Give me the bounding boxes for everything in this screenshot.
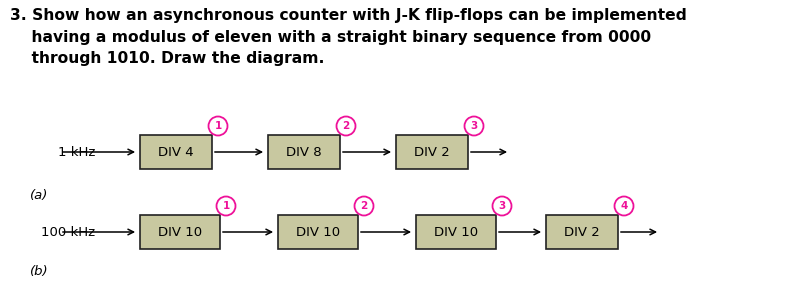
Circle shape bbox=[336, 116, 356, 135]
Circle shape bbox=[464, 116, 484, 135]
Circle shape bbox=[354, 197, 374, 215]
Bar bbox=[416, 215, 496, 249]
Text: 4: 4 bbox=[621, 201, 628, 211]
Text: 100 kHz: 100 kHz bbox=[41, 226, 95, 239]
Bar bbox=[268, 135, 340, 169]
Text: DIV 10: DIV 10 bbox=[434, 226, 478, 239]
Circle shape bbox=[614, 197, 634, 215]
Text: DIV 10: DIV 10 bbox=[158, 226, 202, 239]
Text: 2: 2 bbox=[342, 121, 349, 131]
Text: (a): (a) bbox=[30, 188, 48, 202]
Text: 2: 2 bbox=[361, 201, 368, 211]
Text: 1 kHz: 1 kHz bbox=[58, 146, 95, 158]
Text: 3: 3 bbox=[470, 121, 477, 131]
Circle shape bbox=[208, 116, 228, 135]
Circle shape bbox=[493, 197, 511, 215]
Text: 1: 1 bbox=[214, 121, 221, 131]
Text: DIV 10: DIV 10 bbox=[296, 226, 340, 239]
Bar bbox=[396, 135, 468, 169]
Bar bbox=[278, 215, 358, 249]
Text: 1: 1 bbox=[222, 201, 229, 211]
Text: 3. Show how an asynchronous counter with J-K flip-flops can be implemented
    h: 3. Show how an asynchronous counter with… bbox=[10, 8, 687, 66]
Bar bbox=[140, 135, 212, 169]
Text: 3: 3 bbox=[498, 201, 506, 211]
Text: DIV 4: DIV 4 bbox=[159, 146, 194, 158]
Bar bbox=[140, 215, 220, 249]
Text: DIV 8: DIV 8 bbox=[287, 146, 322, 158]
Circle shape bbox=[217, 197, 236, 215]
Text: DIV 2: DIV 2 bbox=[414, 146, 450, 158]
Text: DIV 2: DIV 2 bbox=[564, 226, 600, 239]
Bar bbox=[546, 215, 618, 249]
Text: (b): (b) bbox=[30, 265, 48, 279]
